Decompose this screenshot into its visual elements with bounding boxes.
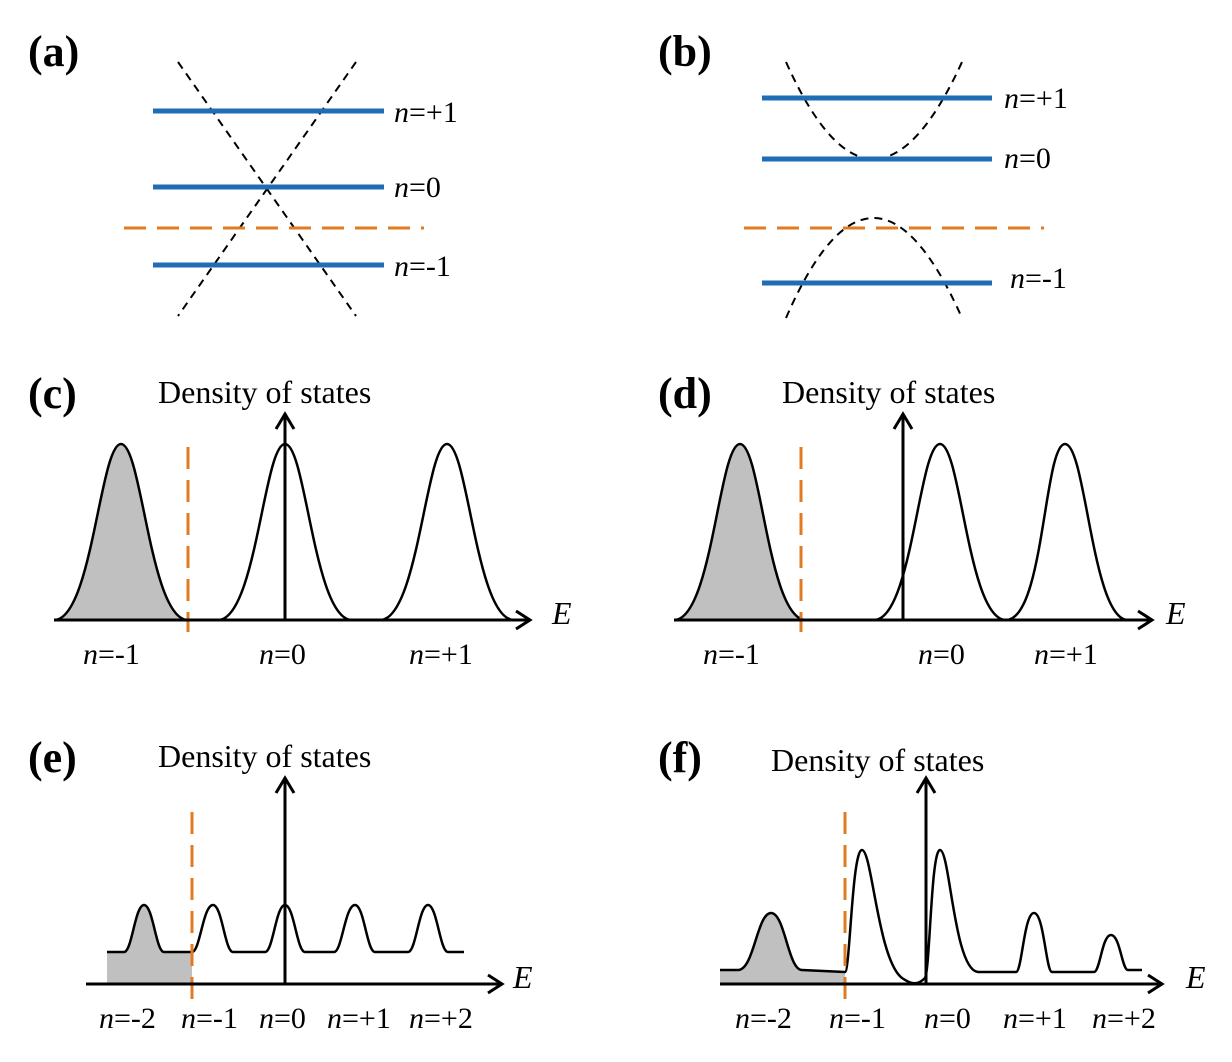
y-axis-label: Density of states bbox=[771, 742, 984, 778]
peak-label: n=-1 bbox=[181, 1002, 238, 1035]
panel-a-label: (a) bbox=[28, 27, 79, 76]
peak-label: n=+2 bbox=[1092, 1002, 1156, 1035]
peak-label: n=-2 bbox=[735, 1002, 792, 1035]
panel-d-label: (d) bbox=[658, 369, 712, 418]
panel-e: (e) Density of states E n=-2 n=-1 n=0 n=… bbox=[28, 733, 533, 1035]
energy-axis-arrowhead bbox=[1147, 973, 1165, 995]
peak-label: n=0 bbox=[259, 638, 306, 671]
filled-peak-minus1 bbox=[54, 444, 188, 620]
y-axis-label: Density of states bbox=[158, 738, 371, 774]
dos-curve bbox=[720, 848, 1142, 985]
filled-peak-minus1 bbox=[674, 444, 806, 620]
level-label-minus1: n=-1 bbox=[1010, 262, 1067, 295]
peak-label: n=0 bbox=[259, 1002, 306, 1035]
panel-f-label: (f) bbox=[658, 733, 702, 782]
panel-c: (c) Density of states E n=-1 n=0 n=+1 bbox=[28, 369, 572, 671]
dos-axis-arrowhead bbox=[274, 775, 296, 794]
dos-axis-arrowhead bbox=[892, 411, 914, 430]
panel-d: (d) Density of states E n=-1 n=0 n=+1 bbox=[658, 369, 1186, 671]
level-label-plus1: n=+1 bbox=[1004, 82, 1068, 115]
energy-axis-label: E bbox=[1185, 959, 1206, 995]
peak-label: n=+2 bbox=[409, 1002, 473, 1035]
level-label-plus1: n=+1 bbox=[394, 96, 458, 129]
peak-label: n=0 bbox=[924, 1002, 971, 1035]
y-axis-label: Density of states bbox=[158, 374, 371, 410]
filled-region-below-fermi bbox=[720, 913, 845, 984]
panel-e-label: (e) bbox=[28, 733, 77, 782]
panel-b-label: (b) bbox=[658, 27, 712, 76]
energy-axis-label: E bbox=[512, 959, 533, 995]
y-axis-label: Density of states bbox=[782, 374, 995, 410]
peak-label: n=-1 bbox=[83, 638, 140, 671]
panel-f: (f) Density of states E n=-2 n=-1 n=0 n=… bbox=[658, 733, 1206, 1035]
panel-b: (b) n=+1 n=0 n=-1 bbox=[658, 27, 1068, 319]
peak-label: n=+1 bbox=[327, 1002, 391, 1035]
peak-label: n=+1 bbox=[1003, 1002, 1067, 1035]
peak-label: n=+1 bbox=[1034, 638, 1098, 671]
level-label-0: n=0 bbox=[394, 171, 441, 204]
filled-region-below-fermi bbox=[107, 905, 192, 984]
energy-axis-label: E bbox=[551, 595, 572, 631]
peak-label: n=0 bbox=[918, 638, 965, 671]
energy-axis-arrowhead bbox=[515, 609, 533, 631]
energy-axis-arrowhead bbox=[487, 973, 505, 995]
dos-axis-arrowhead bbox=[274, 411, 296, 430]
level-label-0: n=0 bbox=[1004, 142, 1051, 175]
energy-axis-arrowhead bbox=[1137, 609, 1155, 631]
panel-c-label: (c) bbox=[28, 369, 77, 418]
conduction-band-parabola bbox=[785, 61, 963, 160]
peak-label: n=-2 bbox=[99, 1002, 156, 1035]
energy-axis-label: E bbox=[1165, 595, 1186, 631]
panel-a: (a) n=+1 n=0 n=-1 bbox=[28, 27, 458, 317]
peak-label: n=-1 bbox=[829, 1002, 886, 1035]
valence-band-parabola bbox=[785, 217, 963, 319]
level-label-minus1: n=-1 bbox=[394, 250, 451, 283]
dos-axis-arrowhead bbox=[915, 775, 937, 794]
peak-label: n=-1 bbox=[703, 638, 760, 671]
peak-label: n=+1 bbox=[409, 638, 473, 671]
